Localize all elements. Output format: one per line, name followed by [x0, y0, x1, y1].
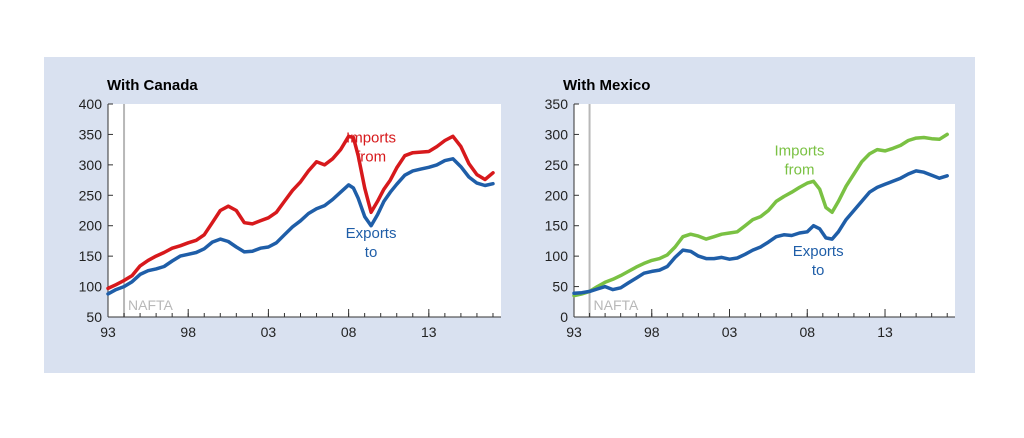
nafta-label: NAFTA	[594, 297, 640, 313]
chart-title: With Canada	[107, 77, 198, 94]
y-tick-label: 100	[79, 279, 103, 295]
x-tick-label: 93	[566, 324, 582, 340]
y-tick-label: 0	[560, 309, 568, 325]
chart-with-mexico: With Mexico NAFTA 0 50 100 150 200 250 300 350 93 9…	[545, 77, 955, 340]
annotation-imports-from: Imports from	[346, 129, 396, 165]
x-tick-label: 13	[421, 324, 437, 340]
plot-area	[108, 104, 501, 317]
annotation-line: to	[812, 262, 825, 279]
y-tick-label: 50	[86, 309, 102, 325]
annotation-imports-from: Imports from	[774, 143, 824, 179]
series-line-exports-to	[572, 169, 949, 296]
annotation-exports-to: Exports to	[793, 243, 844, 279]
annotation-line: Imports	[346, 129, 396, 146]
annotation-line: Exports	[793, 243, 844, 260]
y-tick-label: 150	[545, 218, 569, 234]
annotation-line: Imports	[774, 143, 824, 160]
y-tick-label: 300	[545, 126, 569, 142]
x-tick-label: 08	[799, 324, 815, 340]
nafta-label: NAFTA	[128, 297, 174, 313]
x-tick-label: 98	[644, 324, 660, 340]
y-tick-label: 200	[545, 187, 569, 203]
x-tick-label: 98	[180, 324, 196, 340]
y-tick-label: 100	[545, 248, 569, 264]
y-tick-label: 250	[79, 187, 103, 203]
chart-with-canada: With Canada NAFTA 50 100 150 200 250 300 350 400 9…	[79, 77, 501, 340]
y-tick-label: 350	[545, 96, 569, 112]
annotation-line: from	[356, 148, 386, 165]
x-tick-label: 03	[261, 324, 277, 340]
x-tick-label: 93	[100, 324, 116, 340]
y-tick-label: 300	[79, 157, 103, 173]
y-tick-label: 250	[545, 157, 569, 173]
y-tick-label: 50	[552, 279, 568, 295]
series-line-imports-from	[572, 132, 949, 298]
y-tick-label: 400	[79, 96, 103, 112]
x-tick-label: 08	[341, 324, 357, 340]
annotation-line: from	[784, 162, 814, 179]
y-tick-label: 200	[79, 218, 103, 234]
plot-area	[574, 104, 955, 317]
series-line-imports-from	[106, 134, 495, 291]
annotation-line: Exports	[346, 225, 397, 242]
annotation-line: to	[365, 244, 378, 261]
annotation-exports-to: Exports to	[346, 225, 397, 261]
series-line-exports-to	[106, 157, 495, 296]
x-tick-label: 13	[877, 324, 893, 340]
x-tick-label: 03	[722, 324, 738, 340]
y-tick-label: 350	[79, 126, 103, 142]
y-tick-label: 150	[79, 248, 103, 264]
chart-title: With Mexico	[563, 77, 650, 94]
